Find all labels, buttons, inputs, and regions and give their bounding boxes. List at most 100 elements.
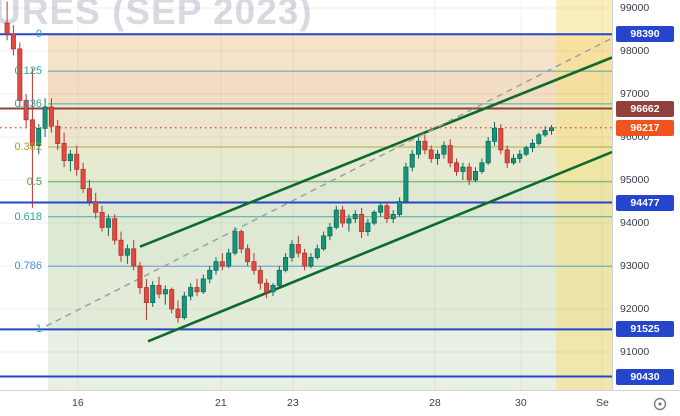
candle-body xyxy=(390,213,396,220)
time-tick: 16 xyxy=(72,397,84,409)
candle-body xyxy=(472,170,478,181)
candle-body xyxy=(219,261,225,267)
candle-body xyxy=(67,153,73,162)
candle-body xyxy=(99,211,105,228)
time-tick: 23 xyxy=(287,397,299,409)
candle-body xyxy=(80,168,86,190)
price-tick: 94000 xyxy=(620,217,650,229)
candle-body xyxy=(36,127,42,146)
candle-body xyxy=(460,166,466,172)
fib-label[interactable]: 0.382 xyxy=(14,141,42,153)
fib-band xyxy=(48,34,612,72)
time-tick: 28 xyxy=(429,397,441,409)
candle-body xyxy=(162,289,168,295)
channel-upper[interactable] xyxy=(139,56,613,248)
candle-body xyxy=(403,166,409,202)
price-tick: 99000 xyxy=(620,2,650,14)
fib-band xyxy=(48,147,612,182)
price-level-badge: 94477 xyxy=(616,194,674,211)
candle-body xyxy=(143,287,149,304)
fib-band xyxy=(48,329,612,390)
candle-body xyxy=(251,261,257,271)
candle-body xyxy=(308,256,314,267)
price-tick: 93000 xyxy=(620,260,650,272)
candle-body xyxy=(397,201,403,215)
candle-body xyxy=(118,239,124,256)
time-tick: 30 xyxy=(515,397,527,409)
dashed-trend[interactable] xyxy=(45,36,615,327)
candle-body xyxy=(340,209,346,224)
time-axis[interactable]: 16 21 23 28 30 Se xyxy=(0,390,680,416)
candle-body xyxy=(156,284,162,295)
candle-body xyxy=(264,282,270,293)
candle-body xyxy=(17,48,23,101)
candle-body xyxy=(10,33,16,50)
candle-body xyxy=(238,231,244,250)
candle-body xyxy=(257,269,263,284)
candle-body xyxy=(232,231,238,254)
candle-body xyxy=(498,127,504,151)
fib-label[interactable]: 0.786 xyxy=(14,260,42,273)
candle-body xyxy=(93,201,99,213)
candle-body xyxy=(42,106,48,129)
candle-body xyxy=(359,213,365,232)
candle-body xyxy=(422,140,428,151)
price-tick: 91000 xyxy=(620,346,650,358)
channel-lower[interactable] xyxy=(147,150,613,343)
symbol-watermark: URES (SEP 2023) xyxy=(0,0,313,32)
fib-label[interactable]: 1 xyxy=(35,323,42,336)
fib-band xyxy=(48,103,612,147)
candle-body xyxy=(447,145,453,164)
candle-body xyxy=(112,218,118,241)
price-level-badge: 91525 xyxy=(616,321,674,338)
price-axis[interactable]: 99000 98000 97000 96000 95000 94000 93000 92000… xyxy=(612,0,680,390)
fib-band xyxy=(48,266,612,330)
candle-body xyxy=(530,142,536,149)
fib-label[interactable]: 0.5 xyxy=(26,175,42,188)
candle-body xyxy=(169,289,175,310)
candle-body xyxy=(517,153,523,159)
candle-body xyxy=(428,149,434,159)
candle-body xyxy=(542,130,548,136)
candle-body xyxy=(434,153,440,159)
candle-body xyxy=(314,248,320,258)
candle-body xyxy=(491,127,497,142)
candle-body xyxy=(105,218,111,228)
candle-body xyxy=(137,265,143,288)
candle-body xyxy=(23,100,29,121)
candle-body xyxy=(276,269,282,286)
candle-body xyxy=(504,149,510,164)
axis-settings-icon[interactable] xyxy=(651,395,669,413)
fib-band xyxy=(48,181,612,217)
candle-body xyxy=(479,162,485,172)
candle-body xyxy=(4,22,10,35)
fib-label[interactable]: 0.618 xyxy=(14,210,42,223)
candle-body xyxy=(453,162,459,172)
candle-body xyxy=(213,261,219,271)
candle-body xyxy=(289,244,295,258)
candle-body xyxy=(283,256,289,271)
candle-body xyxy=(536,134,542,144)
fib-label[interactable]: 0 xyxy=(35,28,42,41)
candle-body xyxy=(378,205,384,213)
candle-body xyxy=(510,158,516,164)
candle-body xyxy=(441,145,447,155)
candle-body xyxy=(188,287,194,297)
candle-body xyxy=(327,226,333,237)
fib-label[interactable]: 0.236 xyxy=(14,97,42,110)
candle-body xyxy=(61,142,67,161)
candle-body xyxy=(321,235,327,250)
candle-body xyxy=(48,106,54,127)
price-level-badge: 98390 xyxy=(616,26,674,43)
candle-body xyxy=(194,287,200,293)
current-price-badge: 96217 xyxy=(616,119,674,136)
candle-body xyxy=(346,218,352,224)
candle-body xyxy=(207,269,213,280)
fib-label[interactable]: 0.125 xyxy=(14,65,42,78)
candle-body xyxy=(200,278,206,293)
candle-body xyxy=(485,140,491,164)
candle-body xyxy=(302,252,308,267)
candle-body xyxy=(371,211,377,224)
